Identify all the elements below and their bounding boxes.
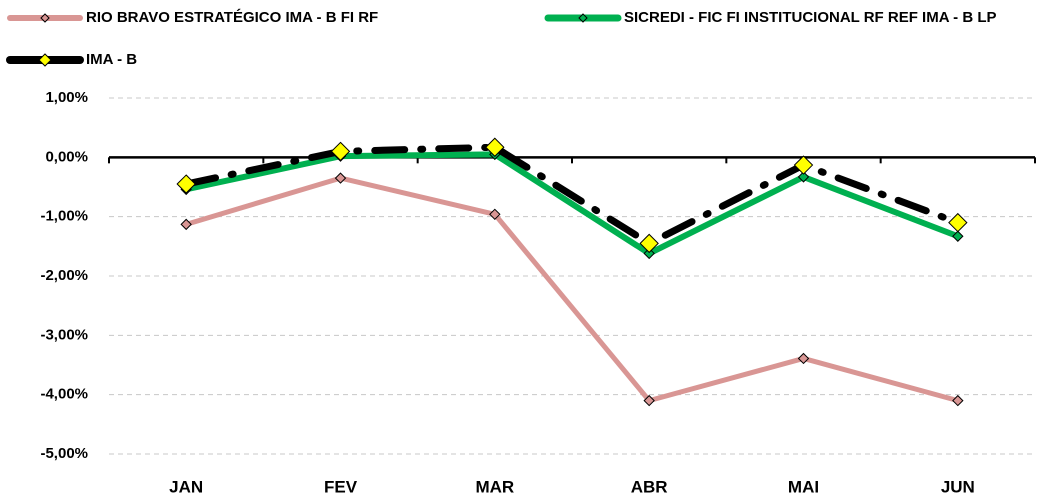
y-tick-label: 0,00% <box>45 148 88 165</box>
marker <box>797 352 810 365</box>
marker <box>176 174 196 194</box>
marker <box>180 218 192 231</box>
marker <box>643 247 655 260</box>
x-tick-label: MAR <box>475 477 514 496</box>
marker <box>952 394 964 407</box>
marker <box>330 141 351 162</box>
legend-marker <box>40 13 50 23</box>
marker <box>797 171 810 183</box>
marker <box>485 137 505 157</box>
marker <box>639 233 659 254</box>
x-tick-label: MAI <box>788 477 819 496</box>
y-tick-label: -2,00% <box>40 267 88 284</box>
x-tick-label: ABR <box>631 477 668 496</box>
legend-label: RIO BRAVO ESTRATÉGICO IMA - B FI RF <box>86 9 378 26</box>
x-tick-label: FEV <box>324 477 358 496</box>
x-tick-label: JUN <box>941 477 975 496</box>
y-tick-label: -1,00% <box>40 208 88 225</box>
marker <box>643 394 655 407</box>
y-tick-label: -3,00% <box>40 326 88 343</box>
marker <box>489 208 501 221</box>
marker <box>948 212 968 233</box>
series-line <box>183 151 961 257</box>
y-tick-label: -5,00% <box>40 445 88 462</box>
legend-label: IMA - B <box>86 51 137 68</box>
legend-marker <box>38 53 52 67</box>
legend-label: SICREDI - FIC FI INSTITUCIONAL RF REF IM… <box>624 9 997 26</box>
x-tick-label: JAN <box>169 477 203 496</box>
marker <box>793 155 814 175</box>
y-tick-label: -4,00% <box>40 386 88 403</box>
marker <box>952 230 964 242</box>
series-line <box>182 143 962 247</box>
legend-marker <box>578 13 588 23</box>
y-tick-label: 1,00% <box>45 89 88 106</box>
series-line <box>183 175 961 404</box>
marker <box>334 172 347 184</box>
